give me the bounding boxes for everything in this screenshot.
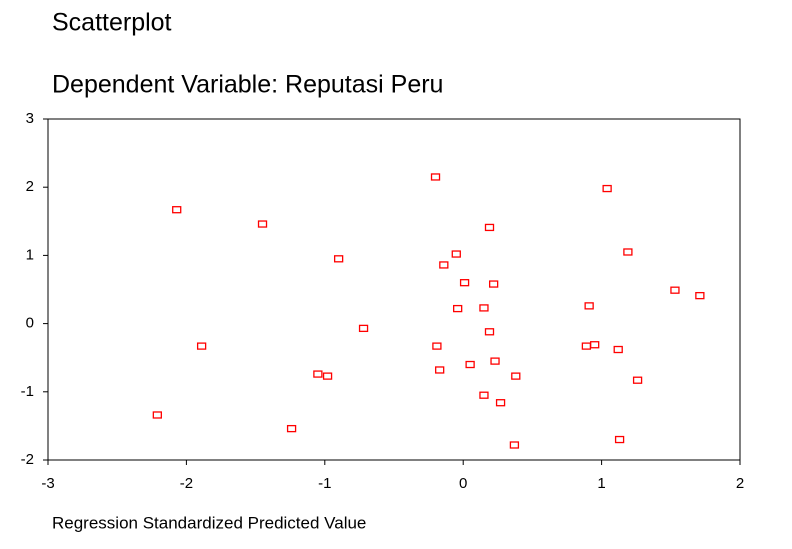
point [430, 173, 441, 181]
point [490, 357, 500, 365]
x-tick-label: 0 [459, 475, 467, 492]
x-tick-label: -1 [318, 475, 331, 492]
point [172, 206, 182, 214]
point [484, 328, 495, 336]
point [614, 435, 625, 444]
point [670, 286, 680, 294]
point [632, 376, 643, 384]
point [479, 391, 489, 399]
point [613, 345, 623, 354]
x-tick-label: -3 [41, 475, 54, 492]
point [435, 366, 445, 374]
point [459, 279, 470, 287]
point [695, 291, 705, 300]
point [479, 304, 489, 312]
y-tick-label: 3 [26, 110, 34, 127]
point [286, 424, 297, 433]
plot-frame [47, 118, 741, 461]
point [322, 372, 333, 380]
point [432, 342, 442, 350]
x-axis-label: Regression Standardized Predicted Value [52, 513, 366, 532]
point [313, 370, 323, 378]
point [602, 184, 612, 193]
point [333, 255, 344, 263]
point [511, 372, 521, 380]
point [451, 250, 461, 258]
point [495, 399, 506, 407]
point [439, 261, 449, 269]
point [584, 302, 594, 310]
y-tick-label: -1 [21, 383, 34, 400]
point [257, 220, 268, 228]
point [509, 441, 520, 449]
y-tick-label: -2 [21, 451, 34, 468]
point [196, 342, 207, 350]
x-tick-label: 1 [597, 475, 605, 492]
point [484, 223, 495, 232]
point [453, 304, 463, 313]
point [623, 248, 633, 256]
y-tick-label: 2 [26, 178, 34, 195]
y-tick-label: 0 [26, 315, 34, 332]
y-tick-label: 1 [26, 246, 34, 263]
x-tick-label: 2 [736, 475, 744, 492]
point [488, 280, 499, 288]
point [590, 341, 600, 349]
point [152, 411, 162, 419]
chart-subtitle: Dependent Variable: Reputasi Peru [52, 71, 443, 99]
point [465, 360, 475, 369]
point [358, 324, 369, 333]
x-tick-label: -2 [180, 475, 193, 492]
chart-title: Scatterplot [52, 9, 172, 37]
